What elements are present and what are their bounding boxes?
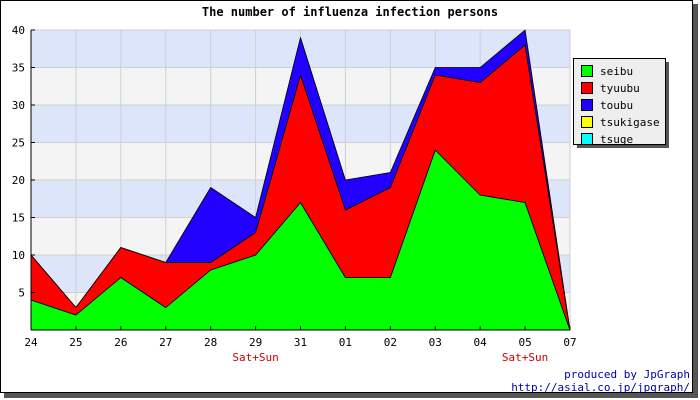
x-tick-label: 03 [429,336,442,349]
credit-line-2: http://asial.co.jp/jpgraph/ [511,381,690,394]
x-sublabel: Sat+Sun [232,351,278,364]
x-tick-label: 27 [159,336,172,349]
x-tick-label: 31 [294,336,307,349]
x-tick-label: 24 [24,336,38,349]
legend: seibu tyuubu toubu tsukigase tsuge [573,58,669,148]
y-tick-label: 20 [12,174,25,187]
legend-swatch-tsukigase [581,116,593,128]
x-tick-label: 01 [339,336,352,349]
y-tick-label: 10 [12,249,25,262]
y-tick-label: 15 [12,212,25,225]
y-tick-label: 35 [12,62,25,75]
x-sublabel: Sat+Sun [502,351,548,364]
legend-label-toubu: toubu [600,99,633,112]
y-tick-label: 5 [18,287,25,300]
legend-label-seibu: seibu [600,65,633,78]
legend-label-tyuubu: tyuubu [600,82,640,95]
legend-label-tsukigase: tsukigase [600,116,660,129]
y-tick-label: 25 [12,137,25,150]
x-tick-label: 04 [474,336,488,349]
legend-swatch-toubu [581,99,593,111]
x-tick-label: 28 [204,336,217,349]
x-tick-label: 25 [69,336,82,349]
x-tick-label: 07 [563,336,576,349]
y-tick-label: 40 [12,24,25,37]
y-tick-labels: 5 10 15 20 25 30 35 40 [12,24,35,300]
x-tick-label: 02 [384,336,397,349]
chart-title: The number of influenza infection person… [202,5,498,19]
legend-swatch-tyuubu [581,82,593,94]
x-tick-label: 26 [114,336,127,349]
x-tick-label: 29 [249,336,262,349]
x-tick-label: 05 [518,336,531,349]
x-tick-labels: 24 25 26 27 28 29 Sat+Sun 31 01 02 03 04 05 Sat+Sun 07 [24,326,577,364]
y-tick-label: 30 [12,99,25,112]
legend-label-tsuge: tsuge [600,133,633,146]
legend-swatch-seibu [581,65,593,77]
credit-line-1: produced by JpGraph [564,368,690,381]
legend-swatch-tsuge [581,133,593,145]
